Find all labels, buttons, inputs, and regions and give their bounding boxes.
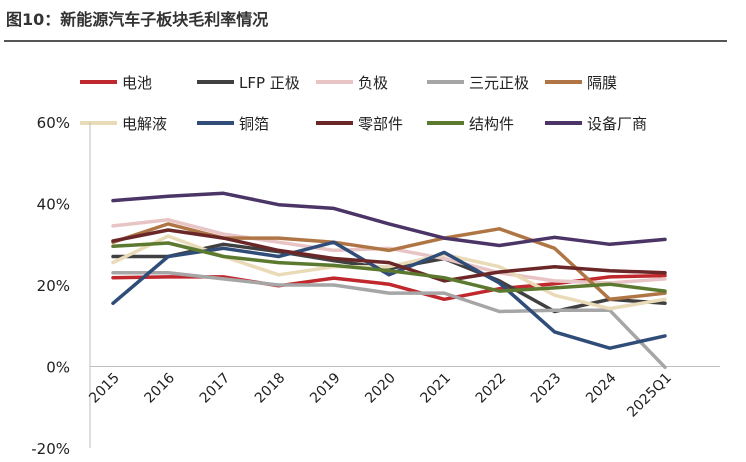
legend-label: 电池 [122,74,152,92]
x-tick-label: 2021 [418,370,455,407]
legend-label: 零部件 [358,115,403,133]
legend-label: 设备厂商 [587,115,647,133]
series-line-7 [111,240,667,350]
x-tick-label: 2019 [307,370,344,407]
series-line-3 [111,218,667,285]
y-tick-label: 40% [37,196,70,214]
x-tick-label: 2017 [197,370,234,407]
x-tick-label: 2020 [362,370,399,407]
x-tick-label: 2024 [583,370,620,407]
plot-area [111,191,667,370]
series-line-5 [111,222,667,302]
series-line-9 [111,241,667,293]
y-tick-label: 60% [37,114,70,132]
legend-label: 负极 [358,74,388,92]
legend-label: 电解液 [122,115,167,133]
y-tick-label: 0% [46,359,70,377]
x-tick-label: 2016 [142,370,179,407]
x-tick-label: 2022 [473,370,510,407]
legend-label: 隔膜 [587,74,617,92]
y-tick-label: -20% [31,440,70,458]
series-line-10 [111,191,667,248]
x-tick-label: 2023 [528,370,565,407]
legend-label: 三元正极 [469,74,529,92]
figure-title: 图10：新能源汽车子板块毛利率情况 [6,10,269,29]
x-tick-label: 2025Q1 [624,370,675,421]
legend-label: 结构件 [469,115,514,133]
y-tick-label: 20% [37,277,70,295]
title-divider [4,40,727,42]
x-tick-label: 2018 [252,370,289,407]
legend-label: 铜箔 [239,115,269,133]
series-line-4 [111,271,667,370]
x-tick-label: 2015 [86,370,123,407]
legend-label: LFP 正极 [239,74,300,92]
series-line-8 [111,228,667,283]
chart-axes: 60% 40% 20% 0% -20% 2015 2016 2017 2018 2019 2020 2… [31,114,720,458]
